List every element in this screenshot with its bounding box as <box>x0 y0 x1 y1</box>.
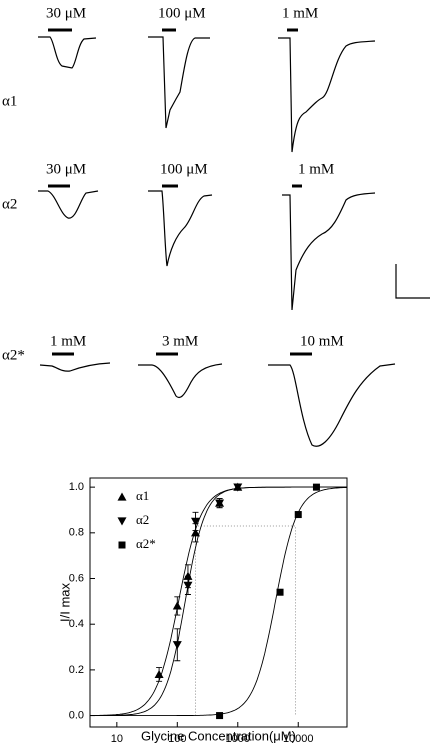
row-label: α2* <box>2 347 25 363</box>
x-tick-label: 100 <box>168 733 186 745</box>
data-point <box>172 601 182 610</box>
scale-bar <box>395 264 430 299</box>
data-point <box>215 499 225 508</box>
data-point <box>183 581 193 590</box>
fit-curve <box>90 487 347 717</box>
traces: α1 α2 α2* 30 μM 100 μM 1 mM 30 μM 100 μM… <box>2 5 430 447</box>
concentration: 1 mM <box>50 333 86 349</box>
concentration: 1 mM <box>298 161 334 177</box>
y-tick-label: 0.2 <box>69 664 84 676</box>
y-tick-label: 0.8 <box>69 527 84 539</box>
data-point <box>312 483 320 491</box>
row-label: α1 <box>2 93 17 109</box>
data-point <box>191 517 201 526</box>
current-trace <box>282 192 376 311</box>
concentration: 1 mM <box>282 5 318 21</box>
legend-marker <box>118 541 126 549</box>
x-tick-label: 10000 <box>283 733 314 745</box>
legend-label: α1 <box>136 488 149 503</box>
concentration: 3 mM <box>162 333 198 349</box>
fit-curve <box>90 486 347 717</box>
y-axis-label: I/I max <box>57 583 72 623</box>
x-axis-label: Glycine Concentration(μM) <box>141 728 296 743</box>
concentration: 30 μM <box>46 5 86 21</box>
y-tick-label: 0.0 <box>69 709 84 721</box>
data-point <box>216 712 224 720</box>
y-tick-label: 1.0 <box>69 481 84 493</box>
data-point <box>172 641 182 650</box>
x-tick-label: 1000 <box>226 733 250 745</box>
concentration: 100 μM <box>158 5 206 21</box>
current-trace <box>268 363 396 447</box>
y-tick-label: 0.4 <box>69 618 84 630</box>
plot-frame <box>89 477 348 728</box>
legend-label: α2 <box>136 512 149 527</box>
data-point <box>233 483 243 492</box>
data-point <box>154 669 164 679</box>
data-point <box>276 588 284 596</box>
current-trace <box>38 190 99 219</box>
current-trace <box>138 363 223 399</box>
legend-marker <box>117 517 127 526</box>
concentration: 30 μM <box>46 161 86 177</box>
y-tick-label: 0.6 <box>69 572 84 584</box>
current-trace <box>39 362 111 372</box>
legend-marker <box>117 492 127 501</box>
data-point <box>191 528 201 537</box>
current-trace <box>38 36 97 69</box>
legend-label: α2* <box>136 536 156 551</box>
current-trace <box>148 36 210 129</box>
current-trace <box>148 190 213 267</box>
x-tick-label: 10 <box>111 733 123 745</box>
current-trace <box>278 37 376 153</box>
guide-line <box>195 525 296 716</box>
concentration: 100 μM <box>160 161 208 177</box>
data-point <box>294 511 302 519</box>
fit-curve <box>90 486 347 716</box>
concentration: 10 mM <box>300 333 344 349</box>
row-label: α2 <box>2 196 17 212</box>
dose-response-chart: 0.0 0.2 0.4 0.6 0.8 1.0 10 100 1000 10000Glycine … <box>57 477 348 745</box>
